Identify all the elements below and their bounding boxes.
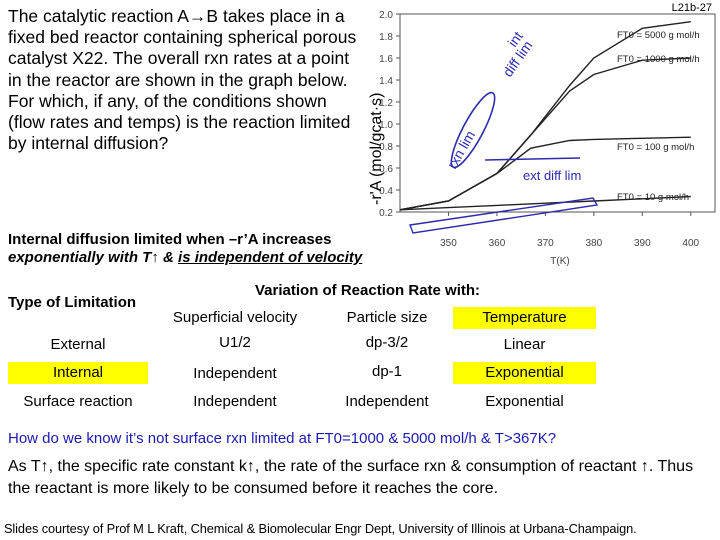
credit-line: Slides courtesy of Prof M L Kraft, Chemi… (4, 521, 637, 536)
y-tick-label: 0.6 (379, 164, 393, 175)
col-header-particle-size: Particle size (346, 309, 428, 326)
annotation-ext-diff-lim: ext diff lim (523, 168, 581, 183)
internal-particle-size: dp-1 (371, 363, 403, 380)
col-header-temperature: Temperature (453, 307, 596, 329)
series-label: FT0 = 10 g mol/h (617, 192, 689, 203)
external-particle-size: dp-3/2 (365, 334, 409, 351)
internal-temperature: Exponential (453, 362, 596, 384)
y-tick-label: 0.2 (379, 208, 393, 219)
external-velocity: U1/2 (219, 334, 251, 351)
row-type-surface: Surface reaction (23, 393, 133, 410)
x-axis-label: T(K) (550, 256, 569, 267)
criterion-line-2a: exponentially with T↑ & (8, 249, 179, 266)
y-tick-label: 1.0 (379, 120, 393, 131)
external-temperature: Linear (503, 336, 546, 353)
chart-series (399, 21, 691, 211)
ext-diff-ellipse (409, 197, 599, 234)
y-tick-label: 1.8 (379, 32, 393, 43)
series-label: FT0 = 5000 g mol/h (617, 30, 700, 41)
chart-labels: 0.2 0.4 0.6 0.8 1.0 1.2 1.4 1.6 1.8 2.0 350 360 370 3… (379, 10, 700, 267)
series-line (399, 136, 691, 211)
x-tick-label: 370 (537, 238, 554, 249)
y-tick-label: 1.6 (379, 54, 393, 65)
rate-vs-temperature-chart: 0.2 0.4 0.6 0.8 1.0 1.2 1.4 1.6 1.8 2.0 350 360 370 3… (379, 10, 716, 267)
y-tick-label: 0.4 (379, 186, 393, 197)
annotation-diff-lim: diff lim (499, 38, 535, 80)
y-tick-label: 2.0 (379, 10, 393, 21)
col-header-velocity: Superficial velocity (172, 309, 298, 326)
internal-velocity: Independent (193, 365, 277, 382)
plot-frame (399, 13, 716, 213)
criterion-line-1: Internal diffusion limited when –r’A inc… (8, 231, 332, 248)
surface-rxn-answer: As T↑, the specific rate constant k↑, th… (8, 458, 694, 497)
criterion-line-2b: is independent of velocity (178, 249, 363, 266)
table-corner-header: Type of Limitation (8, 294, 137, 311)
ext-diff-bracket (484, 157, 581, 161)
x-tick-label: 400 (682, 238, 699, 249)
slide-id: L21b-27 (671, 2, 712, 14)
x-tick-label: 390 (634, 238, 651, 249)
series-label: FT0 = 1000 g mol/h (617, 54, 700, 65)
series-line (399, 57, 691, 211)
table-title: Variation of Reaction Rate with: (255, 282, 481, 299)
series-line (399, 195, 691, 211)
internal-diffusion-criterion: Internal diffusion limited when –r’A inc… (8, 231, 408, 267)
y-tick-label: 0.8 (379, 142, 393, 153)
surface-rxn-question: How do we know it’s not surface rxn limi… (8, 430, 557, 447)
surface-temperature: Exponential (485, 393, 564, 410)
y-axis-label: -r'A (mol/gcat·s) (368, 92, 385, 205)
x-tick-label: 360 (489, 238, 506, 249)
row-type-external: External (50, 336, 106, 353)
x-tick-label: 380 (586, 238, 603, 249)
question-text: The catalytic reaction A→B takes place i… (8, 6, 357, 154)
series-label: FT0 = 100 g mol/h (617, 142, 694, 153)
y-tick-label: 1.4 (379, 76, 393, 87)
x-tick-label: 350 (440, 238, 457, 249)
row-type-internal: Internal (8, 362, 148, 384)
chart-axes (396, 13, 716, 216)
surface-particle-size: Independent (345, 393, 429, 410)
surface-velocity: Independent (193, 393, 277, 410)
y-tick-label: 1.2 (379, 98, 393, 109)
rxn-lim-ellipse (450, 91, 496, 169)
